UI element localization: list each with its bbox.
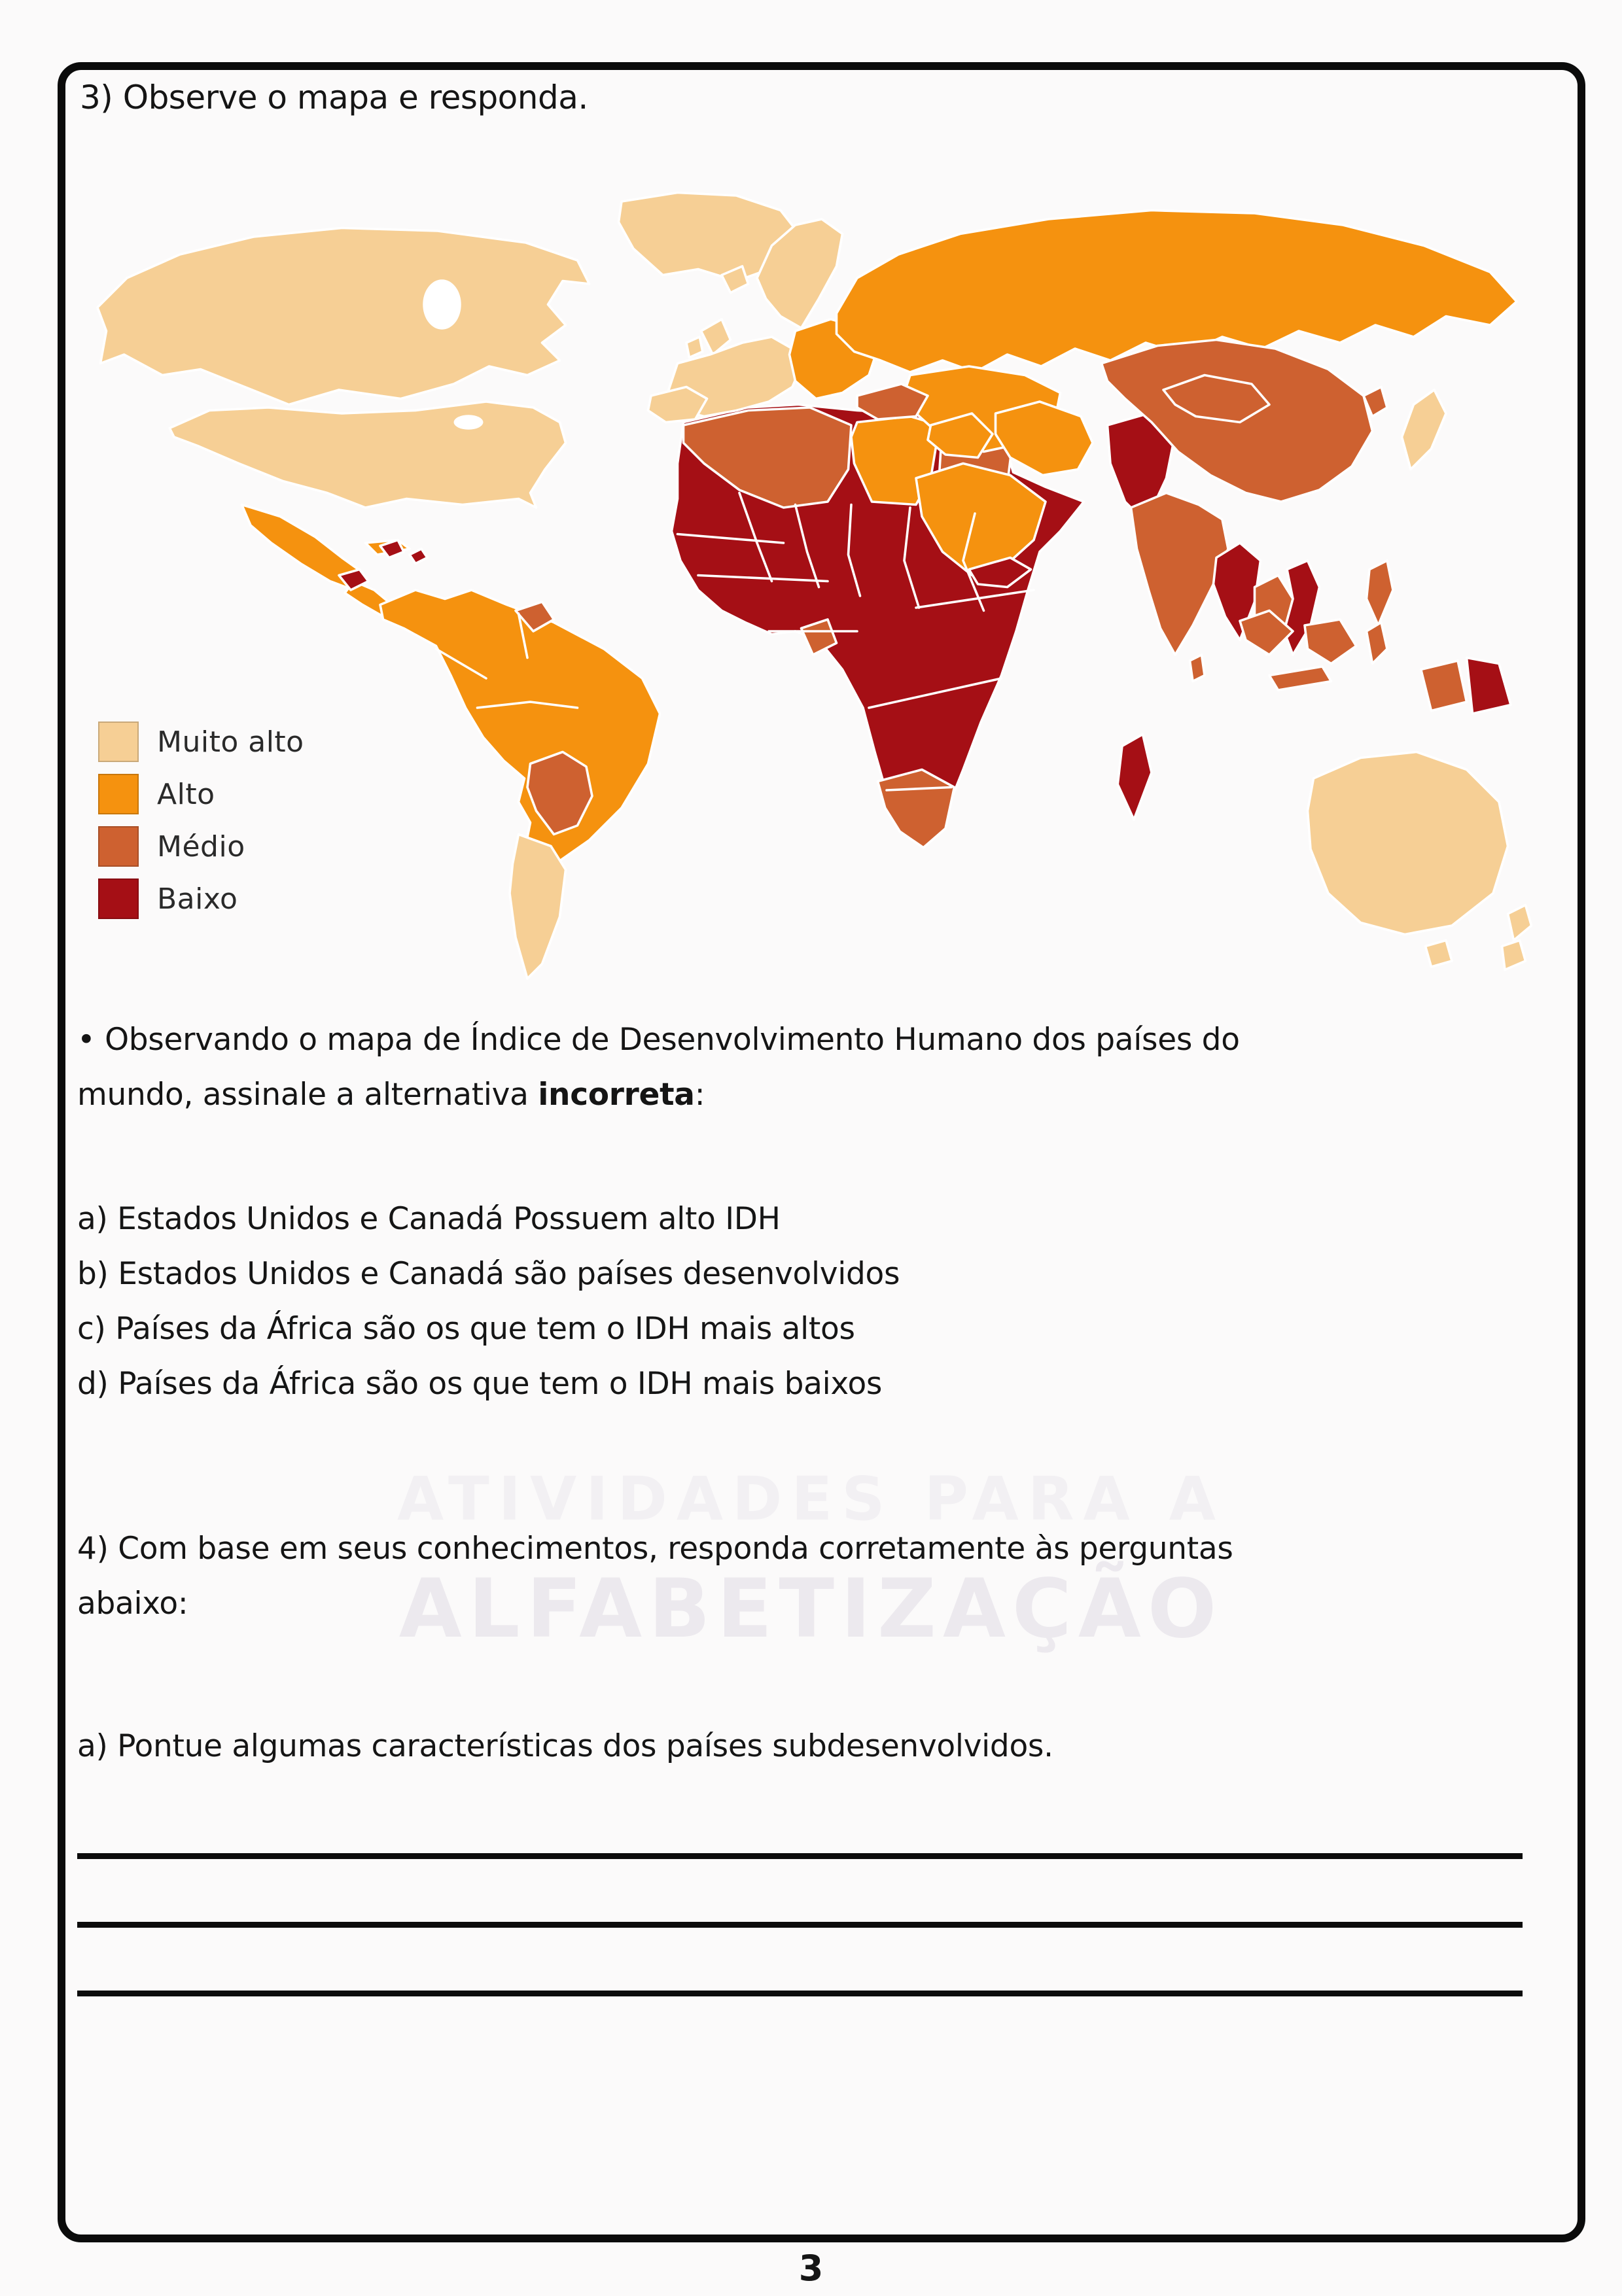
legend-item-alto: Alto <box>98 773 304 815</box>
region-java <box>1268 665 1333 691</box>
hudson-bay <box>423 279 461 330</box>
region-india <box>1129 491 1229 656</box>
answer-line <box>77 1853 1523 1859</box>
legend-label: Baixo <box>157 882 238 916</box>
question3-options: a) Estados Unidos e Canadá Possuem alto … <box>77 1192 1517 1412</box>
question3-intro: • Observando o mapa de Índice de Desenvo… <box>77 1013 1347 1122</box>
region-hispaniola <box>379 538 429 565</box>
region-guyanas <box>514 600 555 633</box>
region-usa <box>168 400 567 509</box>
region-iran <box>994 400 1094 477</box>
legend-label: Muito alto <box>157 725 304 759</box>
worksheet-frame <box>58 62 1585 2242</box>
hdi-world-map <box>92 190 1564 984</box>
great-lakes <box>453 415 484 430</box>
region-southern-africa <box>876 768 956 849</box>
region-new-guinea-west <box>1419 659 1468 712</box>
region-saudi-arabia <box>915 462 1047 577</box>
region-new-zealand <box>1500 903 1533 971</box>
legend-swatch-alto <box>98 774 139 814</box>
answer-line <box>77 1922 1523 1928</box>
legend-swatch-muito-alto <box>98 722 139 762</box>
region-iberia <box>646 385 709 424</box>
legend-label: Alto <box>157 777 215 811</box>
region-iceland <box>720 265 750 294</box>
region-papua-new-guinea <box>1465 656 1512 715</box>
question3-intro-bold: incorreta <box>538 1077 695 1113</box>
region-korea <box>1362 385 1388 418</box>
map-legend: Muito alto Alto Médio Baixo <box>98 721 304 930</box>
region-borneo <box>1303 618 1358 665</box>
option-item-c: c) Países da África são os que tem o IDH… <box>77 1311 855 1347</box>
region-philippines <box>1365 559 1394 627</box>
answer-line <box>77 1991 1523 1996</box>
region-iraq-syria <box>926 412 994 459</box>
region-tasmania <box>1424 939 1453 968</box>
option-item-a: a) Estados Unidos e Canadá Possuem alto … <box>77 1201 781 1237</box>
legend-label: Médio <box>157 829 245 863</box>
region-gabon <box>800 618 838 656</box>
region-russia <box>835 209 1518 374</box>
option-item-d: d) Países da África são os que tem o IDH… <box>77 1366 883 1402</box>
region-ireland <box>685 336 704 359</box>
region-canada <box>96 226 591 406</box>
region-morocco-algeria <box>682 406 853 509</box>
region-madagascar <box>1116 733 1153 821</box>
region-yemen-oman <box>968 556 1032 589</box>
region-greenland <box>617 191 803 283</box>
question4-text: 4) Com base em seus conhecimentos, respo… <box>77 1531 1233 1622</box>
region-scandinavia <box>756 218 844 330</box>
legend-swatch-baixo <box>98 878 139 919</box>
region-south-america <box>379 589 661 874</box>
page-number: 3 <box>798 2248 824 2289</box>
question3-intro-prefix: • Observando o mapa de Índice de Desenvo… <box>77 1022 1240 1113</box>
region-australia <box>1306 750 1509 936</box>
legend-item-baixo: Baixo <box>98 878 304 920</box>
option-item-b: b) Estados Unidos e Canadá são países de… <box>77 1256 900 1292</box>
region-sulawesi <box>1365 621 1388 665</box>
legend-swatch-medio <box>98 826 139 867</box>
region-turkey <box>856 383 929 421</box>
hdi-world-map-image <box>96 191 1533 980</box>
region-sri-lanka <box>1188 653 1206 683</box>
legend-item-medio: Médio <box>98 826 304 867</box>
region-guatemala-honduras <box>338 568 370 591</box>
question4-sub-a: a) Pontue algumas características dos pa… <box>77 1728 1053 1764</box>
legend-item-muito-alto: Muito alto <box>98 721 304 763</box>
page-title: 3) Observe o mapa e responda. <box>80 78 588 116</box>
question3-intro-suffix: : <box>694 1077 705 1113</box>
region-sumatra <box>1239 609 1294 656</box>
region-chile-argentina <box>508 833 567 980</box>
country-border-lines <box>434 374 1271 791</box>
region-uk <box>699 318 732 356</box>
region-japan <box>1400 389 1447 471</box>
region-bolivia-paraguay <box>526 750 593 836</box>
